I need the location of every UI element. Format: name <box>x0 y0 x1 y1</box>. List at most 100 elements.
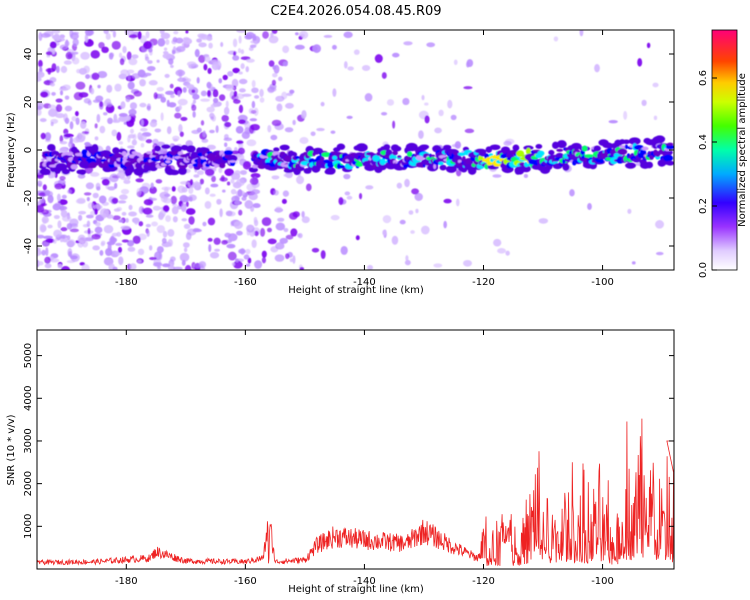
spectrogram-cell <box>37 109 42 116</box>
spectrogram-cell <box>666 142 674 146</box>
spectrogram-cell <box>101 46 109 54</box>
spectrogram-cell <box>466 59 474 67</box>
spectrogram-cell <box>79 169 87 175</box>
spectrogram-cell <box>158 212 164 221</box>
spectrogram-cell <box>173 30 179 35</box>
spectrogram-cell <box>40 91 49 98</box>
spectrogram-cell <box>49 77 57 83</box>
spectrogram-cell <box>251 79 256 88</box>
snr-y-ticks: 1000 2000 3000 4000 5000 <box>23 343 674 539</box>
spectrogram-cell <box>166 126 172 135</box>
spectrogram-cell <box>238 104 244 114</box>
spectrogram-cell <box>95 221 101 227</box>
spectrogram-cell <box>155 179 163 184</box>
spectrogram-cell <box>120 101 126 109</box>
spectrogram-cell <box>66 239 76 247</box>
spectrogram-cell <box>112 266 118 270</box>
spectrogram-cell <box>103 224 114 234</box>
spectrogram-cell <box>37 76 42 82</box>
spectrogram-cell <box>238 71 243 75</box>
snr-frame <box>36 329 675 570</box>
spectrogram-cell <box>178 167 187 175</box>
spectrogram-cell <box>64 95 70 100</box>
spectrogram-cell <box>254 230 259 237</box>
spectrogram-cell <box>361 64 371 71</box>
spectrogram-cell <box>224 232 231 238</box>
spectrogram-y-tick-label: -20 <box>23 190 34 206</box>
spectrogram-cell <box>343 173 351 180</box>
spectrogram-cell <box>43 242 50 247</box>
spectrogram-cell <box>198 54 206 63</box>
spectrogram-cell <box>63 128 69 135</box>
spectrogram-cell <box>278 76 283 82</box>
spectrogram-cell <box>247 257 252 264</box>
spectrogram-cell <box>289 258 294 263</box>
spectrogram-cell <box>235 93 245 100</box>
spectrogram-cell <box>188 216 195 225</box>
spectrogram-cell <box>283 227 289 233</box>
spectrogram-cell <box>177 98 188 106</box>
spectrogram-cell <box>59 34 66 39</box>
spectrogram-cell <box>262 31 269 39</box>
spectrogram-cell <box>251 239 257 248</box>
spectrogram-cell <box>397 155 402 159</box>
spectrogram-cell <box>478 150 487 157</box>
spectrogram-cell <box>200 98 211 102</box>
spectrogram-cell <box>185 232 192 240</box>
spectrogram-cell <box>208 244 212 253</box>
spectrogram-cell <box>45 238 54 243</box>
spectrogram-cell <box>51 91 56 96</box>
spectrogram-cell <box>185 201 189 208</box>
spectrogram-cell <box>399 219 406 225</box>
spectrogram-cell <box>220 175 225 182</box>
spectrogram-cell <box>226 181 231 186</box>
spectrogram-cell <box>191 89 196 94</box>
spectrogram-cell <box>224 168 234 176</box>
spectrogram-cell <box>192 93 200 100</box>
spectrogram-cell <box>332 44 337 50</box>
spectrogram-cell <box>249 177 259 186</box>
spectrogram-cell <box>144 56 150 62</box>
spectrogram-cell <box>167 102 177 108</box>
spectrogram-cell <box>663 149 673 156</box>
spectrogram-cell <box>240 49 245 55</box>
spectrogram-cell <box>519 162 526 167</box>
spectrogram-cell <box>127 81 135 90</box>
spectrogram-cell <box>102 213 107 219</box>
spectrogram-cell <box>119 58 125 66</box>
spectrogram-cell <box>72 38 79 47</box>
spectrogram-cell <box>234 200 241 205</box>
spectrogram-cell <box>137 248 145 256</box>
spectrogram-cell <box>392 150 398 156</box>
spectrogram-cell <box>100 242 105 247</box>
spectrogram-cell <box>439 164 447 171</box>
spectrogram-cell <box>402 97 410 106</box>
spectrogram-cell <box>210 116 214 120</box>
spectrogram-cell <box>245 31 255 39</box>
spectrogram-cell <box>92 245 100 251</box>
spectrogram-cell <box>72 57 80 65</box>
spectrogram-cell <box>62 84 71 91</box>
spectrogram-cell <box>403 41 413 46</box>
spectrogram-cell <box>310 131 316 137</box>
spectrogram-cell <box>249 44 257 48</box>
spectrogram-cell <box>378 163 387 171</box>
spectrogram-cell <box>52 203 61 211</box>
spectrogram-cell <box>637 58 643 67</box>
spectrogram-cell <box>516 150 525 158</box>
spectrogram-cell <box>240 63 245 70</box>
spectrogram-cell <box>162 263 171 268</box>
spectrogram-cell <box>238 35 242 44</box>
colorbar-tick-label: 0.6 <box>698 70 709 86</box>
spectrogram-cell <box>105 32 111 40</box>
spectrogram-cell <box>443 220 447 229</box>
spectrogram-cell <box>118 113 128 117</box>
spectrogram-cell <box>131 151 138 155</box>
spectrogram-y-label: Frequency (Hz) <box>6 112 17 188</box>
spectrogram-cell <box>232 38 238 48</box>
spectrogram-cell <box>203 63 208 71</box>
spectrogram-cell <box>367 264 374 270</box>
spectrogram-cell <box>152 205 161 211</box>
spectrogram-cell <box>120 69 129 76</box>
spectrogram-cell <box>665 144 674 150</box>
